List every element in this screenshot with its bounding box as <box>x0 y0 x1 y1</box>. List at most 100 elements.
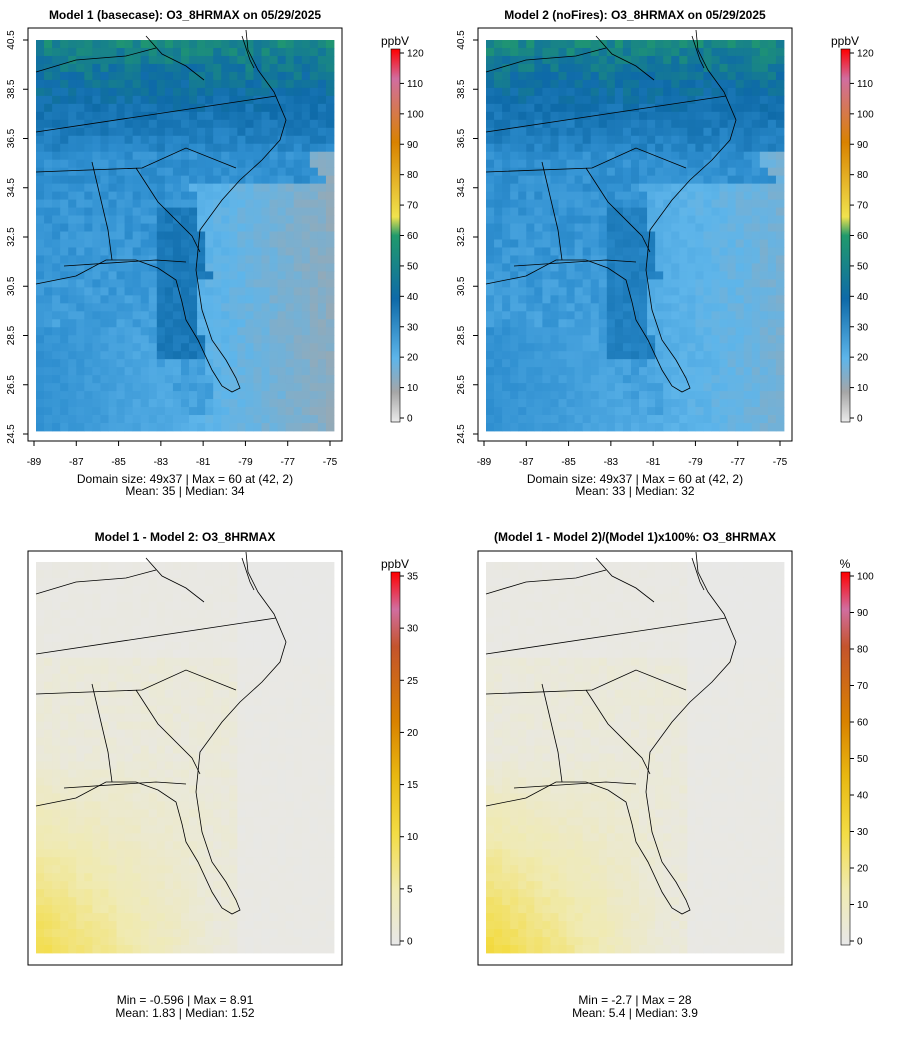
heatmap-cell <box>703 191 712 200</box>
heatmap-cell <box>301 657 311 667</box>
heatmap-cell <box>518 375 527 384</box>
heatmap-cell <box>486 359 495 368</box>
heatmap-cell <box>213 399 222 408</box>
heatmap-cell <box>486 111 495 121</box>
heatmap-cell <box>180 601 190 611</box>
heatmap-cell <box>711 279 720 288</box>
heatmap-cell <box>60 79 69 89</box>
heatmap-cell <box>269 415 279 424</box>
heatmap-cell <box>140 351 150 360</box>
heatmap-cell <box>582 239 592 248</box>
heatmap-cell <box>574 415 584 424</box>
heatmap-cell <box>309 263 319 272</box>
heatmap-cell <box>671 87 680 97</box>
heatmap-cell <box>237 351 246 360</box>
heatmap-cell <box>671 103 680 113</box>
heatmap-cell <box>582 215 592 224</box>
heatmap-cell <box>36 423 45 432</box>
heatmap-cell <box>663 47 672 57</box>
heatmap-cell <box>614 263 624 272</box>
heatmap-cell <box>486 207 495 216</box>
heatmap-cell <box>486 383 495 392</box>
heatmap-cell <box>590 63 600 73</box>
heatmap-cell <box>743 359 753 368</box>
heatmap-cell <box>60 383 69 392</box>
heatmap-cell <box>156 207 166 216</box>
heatmap-cell <box>317 151 327 161</box>
heatmap-cell <box>325 375 335 384</box>
heatmap-cell <box>558 40 567 49</box>
heatmap-cell <box>229 593 238 603</box>
heatmap-cell <box>116 793 125 802</box>
heatmap-cell <box>205 231 214 240</box>
heatmap-cell <box>727 303 737 312</box>
heatmap-cell <box>630 151 640 161</box>
heatmap-cell <box>759 103 769 113</box>
heatmap-cell <box>213 569 222 579</box>
heatmap-cell <box>205 167 214 177</box>
heatmap-cell <box>767 135 777 145</box>
heatmap-cell <box>711 135 720 145</box>
heatmap-cell <box>687 63 696 73</box>
heatmap-cell <box>237 375 246 384</box>
heatmap-cell <box>582 287 592 296</box>
heatmap-cell <box>116 769 125 778</box>
heatmap-cell <box>60 127 69 137</box>
heatmap-cell <box>100 40 109 49</box>
heatmap-cell <box>124 183 134 193</box>
heatmap-cell <box>132 649 142 659</box>
heatmap-cell <box>510 40 519 49</box>
heatmap-cell <box>124 343 134 352</box>
heatmap-cell <box>727 415 737 424</box>
heatmap-cell <box>687 135 696 145</box>
heatmap-cell <box>566 343 575 352</box>
heatmap-cell <box>76 721 85 730</box>
heatmap-cell <box>317 777 327 786</box>
heatmap-cell <box>614 40 624 49</box>
heatmap-cell <box>550 255 559 264</box>
heatmap-cell <box>655 191 664 200</box>
heatmap-cell <box>140 279 150 288</box>
heatmap-cell <box>156 311 166 320</box>
heatmap-cell <box>574 335 584 344</box>
heatmap-cell <box>100 407 109 416</box>
heatmap-cell <box>317 231 327 240</box>
heatmap-cell <box>269 383 279 392</box>
heatmap-cell <box>639 271 648 280</box>
heatmap-cell <box>44 55 53 65</box>
heatmap-cell <box>68 801 77 810</box>
heatmap-cell <box>108 295 117 304</box>
heatmap-cell <box>180 351 190 360</box>
heatmap-cell <box>197 79 206 89</box>
heatmap-cell <box>237 777 246 786</box>
heatmap-cell <box>253 327 262 336</box>
heatmap-cell <box>727 191 737 200</box>
heatmap-cell <box>277 127 287 137</box>
heatmap-cell <box>574 359 584 368</box>
heatmap-cell <box>309 303 319 312</box>
heatmap-cell <box>679 167 688 177</box>
heatmap-cell <box>598 175 608 185</box>
heatmap-cell <box>325 55 335 65</box>
heatmap-cell <box>542 215 551 224</box>
heatmap-cell <box>582 415 592 424</box>
heatmap-cell <box>534 191 543 200</box>
heatmap-cell <box>213 327 222 336</box>
heatmap-cell <box>156 673 166 683</box>
heatmap-cell <box>301 625 311 635</box>
heatmap-cell <box>598 343 608 352</box>
heatmap-cell <box>639 231 648 240</box>
heatmap-cell <box>293 593 303 603</box>
heatmap-cell <box>534 383 543 392</box>
heatmap-cell <box>301 207 311 216</box>
heatmap-cell <box>687 79 696 89</box>
heatmap-cell <box>156 335 166 344</box>
heatmap-cell <box>172 399 182 408</box>
heatmap-cell <box>205 119 214 129</box>
heatmap-cell <box>775 375 785 384</box>
heatmap-cell <box>156 263 166 272</box>
heatmap-cell <box>317 817 327 826</box>
heatmap-cell <box>172 103 182 113</box>
heatmap-cell <box>510 231 519 240</box>
heatmap-cell <box>743 423 753 432</box>
